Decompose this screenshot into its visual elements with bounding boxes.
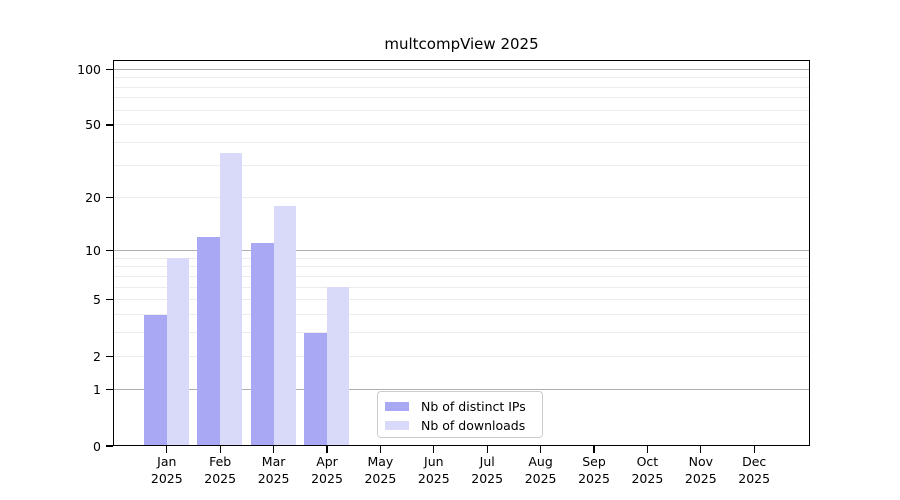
major-gridline	[114, 68, 809, 70]
chart-title: multcompView 2025	[384, 35, 539, 53]
x-axis-tick	[753, 446, 755, 453]
x-axis-tick	[379, 446, 382, 453]
x-axis-tick-label: May 2025	[364, 454, 397, 486]
bar-downloads-apr	[327, 287, 349, 446]
x-axis-tick-label: Aug 2025	[524, 454, 557, 486]
y-axis-tick-label: 50	[85, 117, 101, 133]
legend-swatch-distinct-ips-icon	[385, 402, 409, 411]
bar-distinct-ips-feb	[197, 236, 221, 446]
y-axis-tick	[106, 196, 113, 199]
minor-gridline	[114, 286, 809, 288]
y-axis-tick-label: 100	[77, 61, 101, 77]
minor-gridline	[114, 124, 809, 126]
x-axis-tick	[486, 446, 488, 453]
minor-gridline	[114, 332, 809, 334]
major-gridline	[114, 249, 809, 251]
minor-gridline	[114, 355, 809, 357]
x-axis-tick-label: Jul 2025	[471, 454, 504, 486]
x-axis-tick	[593, 446, 595, 453]
x-axis-tick-label: Mar 2025	[257, 454, 290, 486]
x-axis-tick-label: Feb 2025	[204, 454, 237, 486]
y-axis-tick	[106, 388, 113, 391]
minor-gridline	[114, 165, 809, 167]
bar-downloads-jan	[166, 258, 189, 446]
y-axis-tick	[106, 124, 113, 126]
minor-gridline	[114, 77, 809, 79]
x-axis-tick	[166, 446, 168, 453]
legend-entry-distinct-ips: Nb of distinct IPs	[385, 397, 542, 416]
x-axis-tick-label: Apr 2025	[311, 454, 343, 486]
minor-gridline	[114, 299, 809, 301]
minor-gridline	[114, 275, 809, 277]
y-axis-tick	[106, 299, 113, 301]
y-axis-tick	[106, 68, 113, 70]
y-axis-tick	[106, 249, 113, 251]
minor-gridline	[114, 266, 809, 268]
x-axis-tick-label: Jun 2025	[417, 454, 450, 486]
y-axis-tick-label: 5	[93, 292, 101, 308]
y-axis-tick-label: 1	[93, 381, 101, 397]
x-axis-tick-label: Sep 2025	[578, 454, 610, 486]
y-axis-tick-label: 10	[85, 242, 101, 258]
minor-gridline	[114, 257, 809, 259]
x-axis-tick	[700, 446, 702, 453]
bar-downloads-feb	[220, 153, 243, 446]
legend-label-downloads: Nb of downloads	[421, 418, 526, 433]
legend-swatch-downloads-icon	[385, 421, 409, 430]
bar-distinct-ips-mar	[250, 243, 274, 446]
minor-gridline	[114, 314, 809, 316]
bar-distinct-ips-jan	[143, 314, 167, 446]
x-axis-tick-label: Nov 2025	[684, 454, 717, 486]
x-axis-tick	[219, 446, 221, 453]
y-axis-tick-label: 0	[93, 438, 101, 454]
legend: Nb of distinct IPs Nb of downloads	[377, 391, 543, 438]
y-axis-tick	[106, 445, 113, 447]
bar-distinct-ips-apr	[304, 332, 327, 446]
x-axis-tick-label: Jan 2025	[150, 454, 183, 486]
x-axis-tick-label: Dec 2025	[738, 454, 771, 486]
minor-gridline	[114, 142, 809, 144]
minor-gridline	[114, 97, 809, 99]
y-axis-tick-label: 2	[93, 348, 101, 364]
x-axis-tick	[539, 446, 542, 453]
x-axis-tick-label: Oct 2025	[631, 454, 664, 486]
minor-gridline	[114, 86, 809, 88]
minor-gridline	[114, 109, 809, 111]
x-axis-tick	[272, 446, 275, 453]
minor-gridline	[114, 196, 809, 198]
x-axis-tick	[326, 446, 328, 453]
legend-label-distinct-ips: Nb of distinct IPs	[421, 399, 526, 414]
bar-downloads-mar	[273, 205, 296, 446]
major-gridline	[114, 388, 809, 390]
y-axis-tick	[106, 355, 113, 357]
legend-entry-downloads: Nb of downloads	[385, 416, 542, 435]
y-axis-tick-label: 20	[85, 189, 101, 205]
x-axis-tick	[433, 446, 435, 453]
x-axis-tick	[646, 446, 649, 453]
